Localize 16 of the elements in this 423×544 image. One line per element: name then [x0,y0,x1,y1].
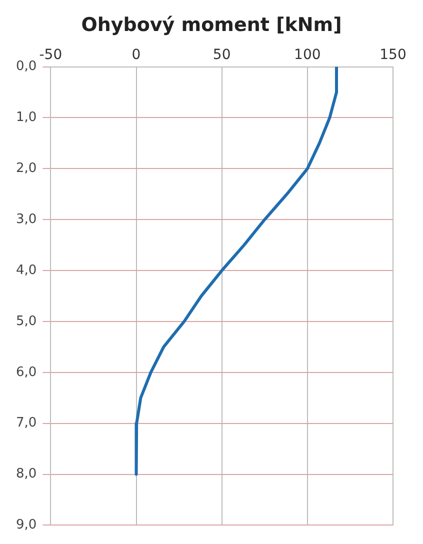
y-tick-label: 4,0 [16,262,37,278]
x-tick-label: -50 [39,47,62,64]
y-tick-label: 2,0 [16,161,37,176]
y-tick-label: 8,0 [16,466,37,482]
y-tick-label: 7,0 [16,416,37,431]
y-tick-label: 0,0 [16,59,37,74]
y-tick-label: 3,0 [16,212,37,227]
y-tick-label: 1,0 [16,110,37,126]
x-tick-label: 50 [212,47,231,64]
y-tick-label: 5,0 [16,314,37,329]
y-tick-label: 6,0 [16,364,37,380]
y-tick-label: 9,0 [16,518,37,533]
x-tick-label: 150 [380,47,406,64]
x-tick-label: 100 [294,47,321,64]
chart-title: Ohybový moment [kNm] [80,14,343,36]
x-tick-label: 0 [132,47,141,64]
